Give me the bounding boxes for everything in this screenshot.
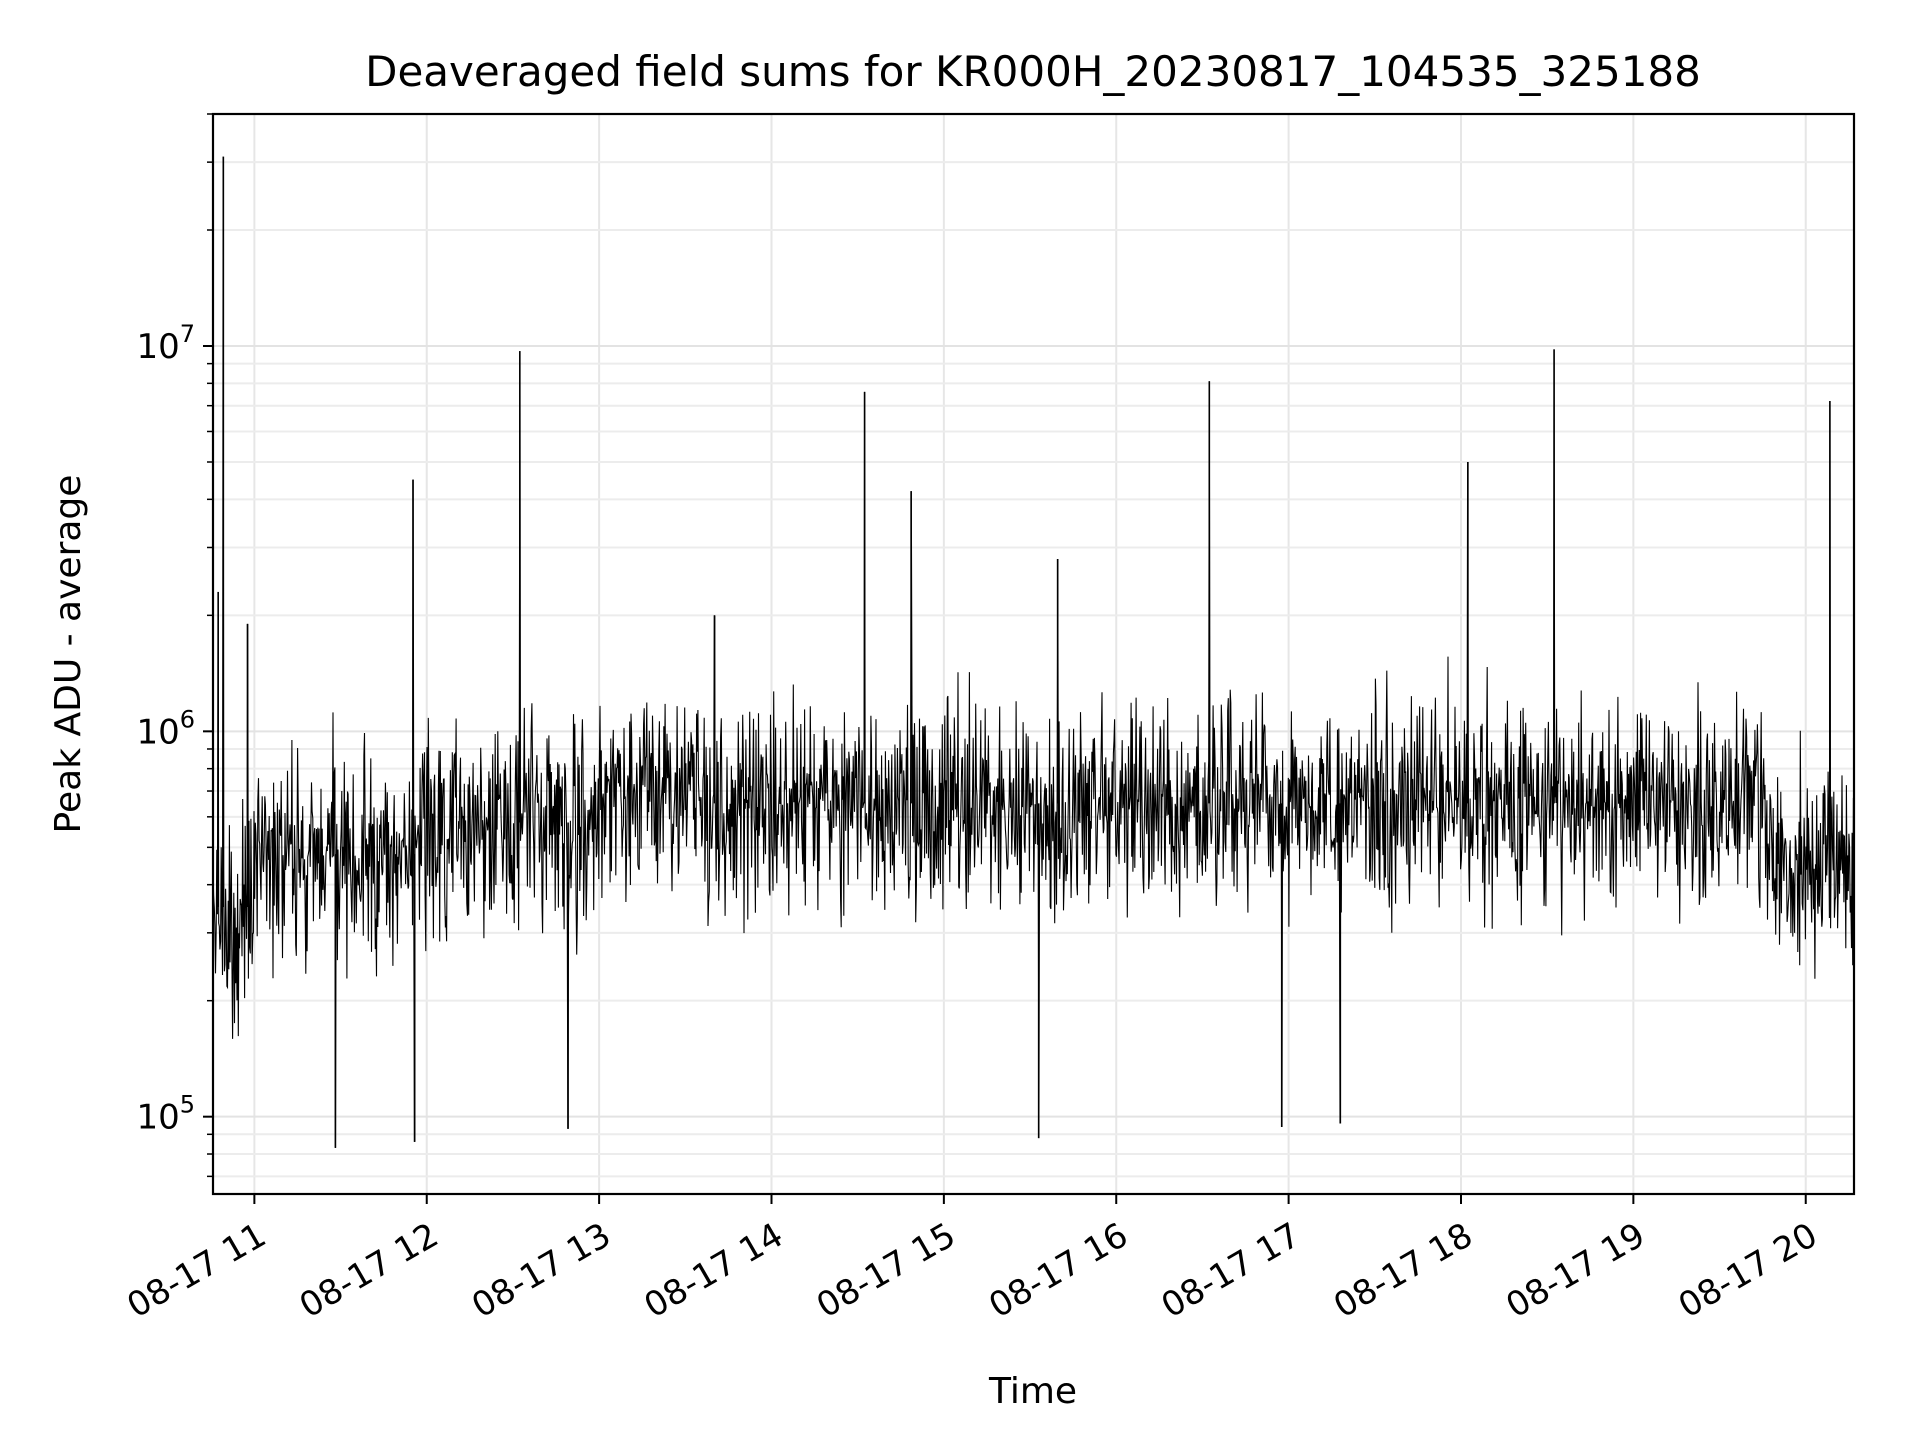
y-tick-exponent: 7 xyxy=(180,320,195,348)
y-tick-base: 10 xyxy=(136,327,179,367)
y-tick-label: 106 xyxy=(136,705,195,752)
plot-frame xyxy=(211,112,1856,1196)
data-layer xyxy=(212,156,1855,1148)
y-axis-label: Peak ADU - average xyxy=(48,475,89,834)
y-tick-exponent: 6 xyxy=(180,705,195,733)
y-tick-label: 105 xyxy=(136,1091,195,1138)
chart-title: Deaveraged field sums for KR000H_2023081… xyxy=(365,47,1701,96)
y-tick-base: 10 xyxy=(136,712,179,752)
y-tick-label: 107 xyxy=(136,320,195,367)
y-tick-exponent: 5 xyxy=(180,1091,195,1119)
series-line xyxy=(212,156,1855,1148)
y-tick-base: 10 xyxy=(136,1098,179,1138)
x-axis-label: Time xyxy=(988,1371,1077,1412)
